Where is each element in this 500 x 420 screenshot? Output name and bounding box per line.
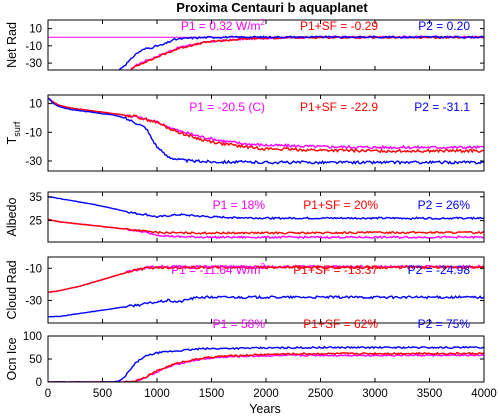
annotation-p1-plus-sf: P1+SF = 62% bbox=[303, 317, 378, 331]
y-tick-label: -10 bbox=[25, 41, 42, 53]
annotation-p2: P2 = 26% bbox=[418, 198, 471, 212]
panel-4: -10 -30 Cloud Rad P1 = -11.64 W/m2 P1+SF = -… bbox=[5, 256, 485, 324]
series-line-p1 bbox=[130, 34, 484, 70]
annotation-p2: P2 = -24.98 bbox=[408, 263, 471, 277]
annotation-p2: P2 = 0.20 bbox=[418, 19, 470, 33]
y-axis-label: Albedo bbox=[5, 197, 19, 236]
annotation-p1: P1 = 0.32 W/m2 bbox=[181, 18, 266, 33]
annotation-p2: P2 = -31.1 bbox=[414, 100, 470, 114]
annotation-p1: P1 = 58% bbox=[213, 317, 266, 331]
annotation-p1: P1 = -20.5 (C) bbox=[189, 100, 265, 114]
series-line-p1-plus-sf bbox=[48, 97, 484, 154]
x-axis-label: Years bbox=[249, 402, 281, 416]
y-tick-label: 35 bbox=[29, 192, 42, 204]
annotation-p1-plus-sf: P1+SF = -22.9 bbox=[300, 100, 378, 114]
annotation-p1-plus-sf: P1+SF = -13.37 bbox=[293, 263, 378, 277]
y-axis-label: Net Rad bbox=[5, 22, 19, 68]
x-tick-label: 1500 bbox=[199, 388, 225, 400]
x-tick-label: 0 bbox=[45, 388, 51, 400]
y-tick-label: 25 bbox=[29, 216, 42, 228]
x-tick-label: 4000 bbox=[471, 388, 497, 400]
series-line-p1-plus-sf bbox=[48, 218, 484, 235]
y-tick-label: 0 bbox=[36, 377, 42, 389]
series-line-p2 bbox=[48, 345, 484, 382]
panel-1: 10 -10 -30 Net Rad P1 = 0.32 W/m2 P1+SF = -0.… bbox=[5, 18, 485, 71]
annotation-p1-plus-sf: P1+SF = -0.29 bbox=[300, 19, 378, 33]
y-tick-label: 10 bbox=[29, 99, 42, 111]
y-tick-label: 50 bbox=[29, 354, 42, 366]
y-tick-label: -10 bbox=[25, 263, 42, 275]
y-axis-label: Cloud Rad bbox=[5, 260, 19, 319]
panel-3: 35 25 Albedo P1 = 18% P1+SF = 20% P2 = 26% bbox=[5, 191, 485, 243]
y-axis-label: Tsurf bbox=[5, 121, 22, 144]
series-line-p2 bbox=[48, 294, 484, 318]
series-line-p1 bbox=[48, 218, 484, 240]
x-tick-label: 3500 bbox=[417, 388, 443, 400]
y-tick-label: -30 bbox=[25, 156, 42, 168]
annotation-p1: P1 = -11.64 W/m2 bbox=[171, 262, 265, 277]
series-line-p1-plus-sf bbox=[48, 351, 484, 382]
series-line-p1-plus-sf bbox=[130, 35, 484, 70]
x-tick-label: 1000 bbox=[144, 388, 170, 400]
x-tick-label: 2500 bbox=[308, 388, 334, 400]
y-tick-label: -30 bbox=[25, 295, 42, 307]
x-tick-label: 500 bbox=[93, 388, 112, 400]
x-tick-label: 2000 bbox=[253, 388, 279, 400]
y-tick-label: -10 bbox=[25, 127, 42, 139]
x-tick-label: 3000 bbox=[362, 388, 388, 400]
series-line-p2 bbox=[48, 97, 484, 165]
series-line-p2 bbox=[48, 195, 484, 221]
y-axis-label: Ocn Ice bbox=[5, 337, 19, 380]
series-line-p1-plus-sf bbox=[48, 265, 484, 293]
chart-title: Proxima Centauri b aquaplanet bbox=[176, 0, 368, 15]
y-tick-label: -30 bbox=[25, 58, 42, 70]
annotation-p1-plus-sf: P1+SF = 20% bbox=[303, 198, 378, 212]
panels: 10 -10 -30 Net Rad P1 = 0.32 W/m2 P1+SF = -0.… bbox=[5, 18, 497, 400]
y-tick-label: 100 bbox=[23, 331, 42, 343]
y-tick-label: 10 bbox=[29, 24, 42, 36]
annotation-p1: P1 = 18% bbox=[213, 198, 266, 212]
plot-frame bbox=[47, 335, 485, 383]
annotation-p2: P2 = 75% bbox=[418, 317, 471, 331]
series-line-p2 bbox=[118, 35, 484, 70]
